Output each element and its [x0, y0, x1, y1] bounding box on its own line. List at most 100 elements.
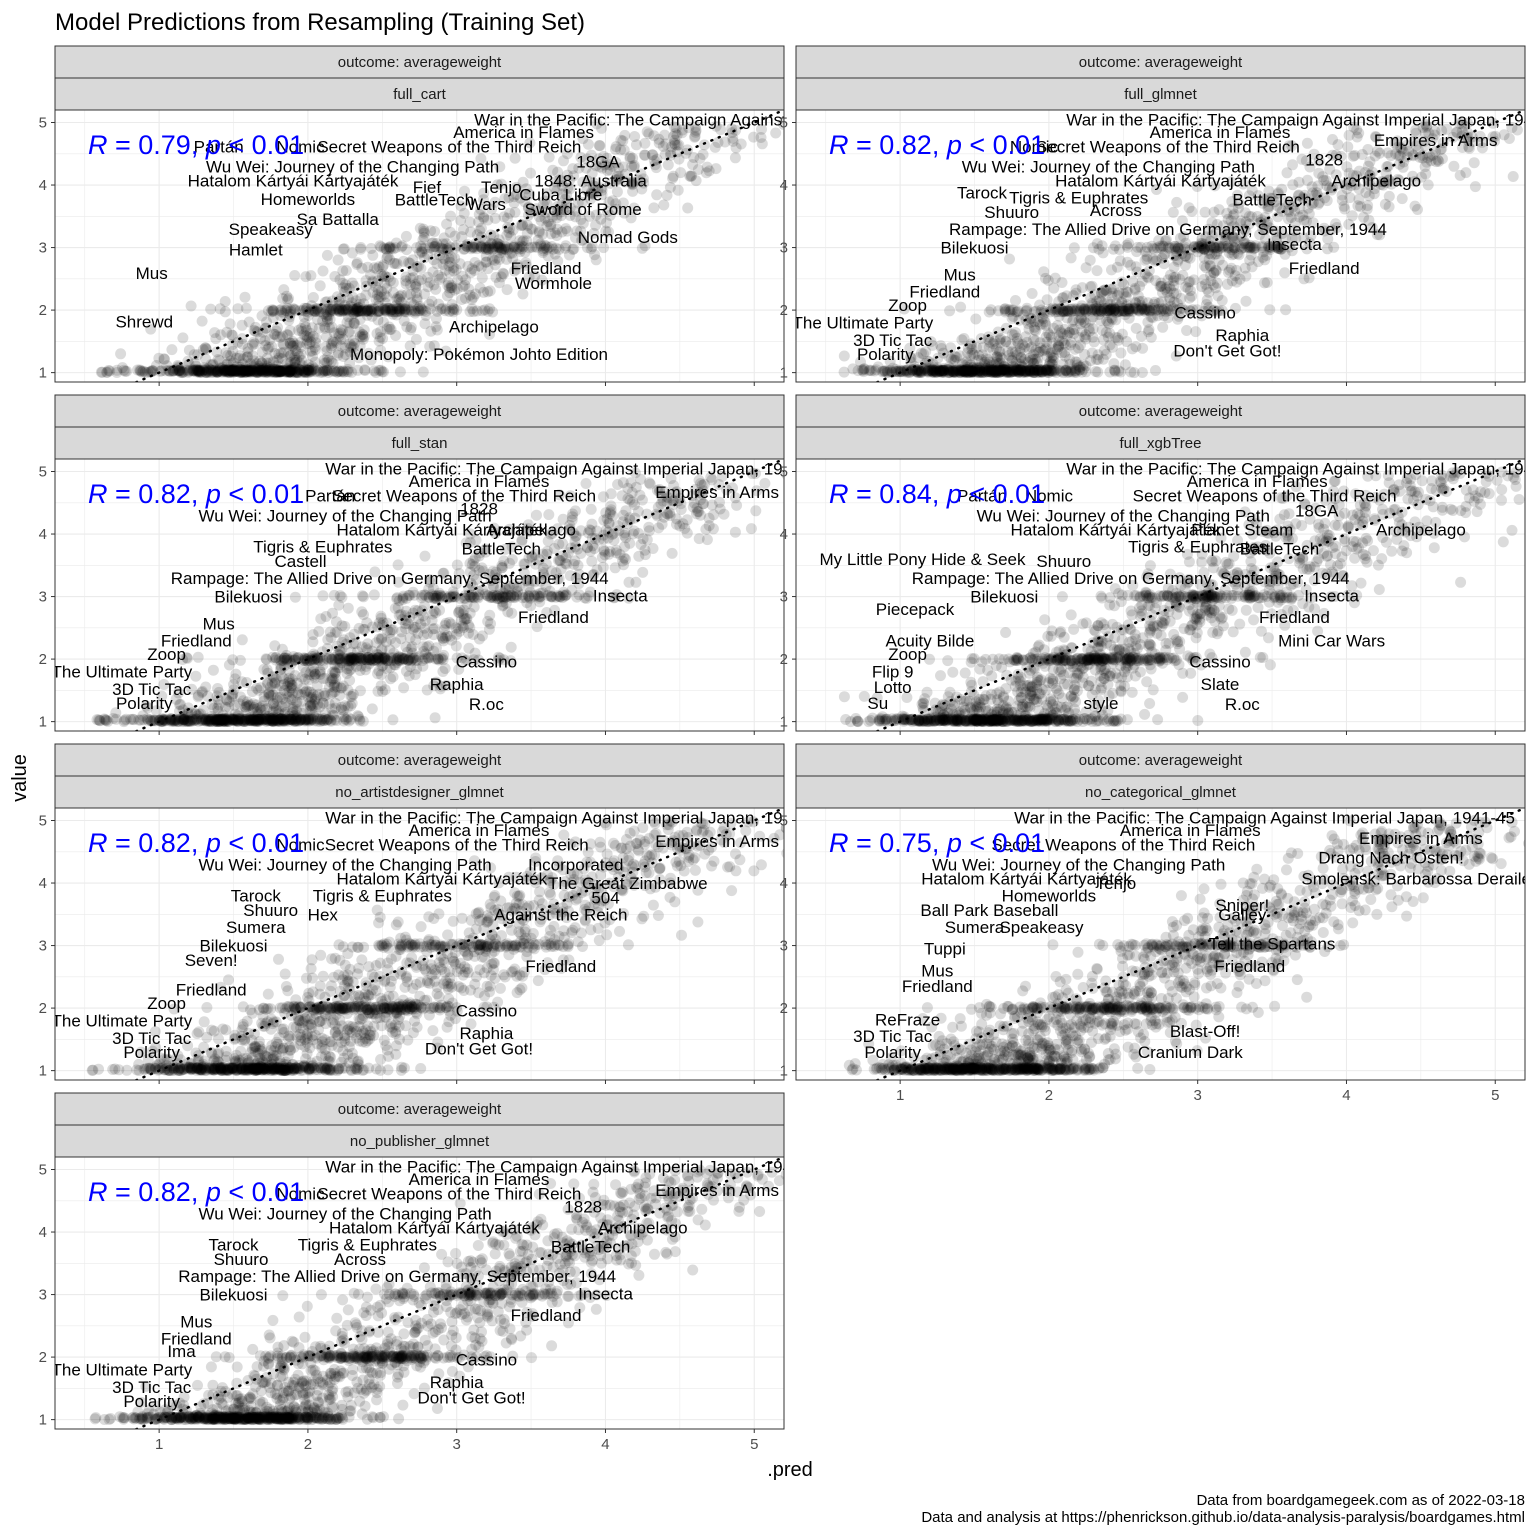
scatter-point	[455, 200, 467, 212]
scatter-point	[943, 367, 955, 378]
scatter-point	[593, 153, 605, 165]
scatter-point	[372, 314, 384, 326]
scatter-point	[548, 543, 560, 554]
scatter-point	[625, 212, 637, 224]
scatter-point	[909, 365, 921, 377]
scatter-point	[345, 342, 357, 353]
scatter-point	[1170, 350, 1182, 362]
scatter-point	[384, 662, 396, 674]
scatter-point	[999, 303, 1011, 315]
scatter-point	[348, 318, 360, 329]
scatter-point	[480, 546, 492, 558]
scatter-point	[356, 641, 368, 653]
scatter-point	[377, 316, 389, 328]
scatter-point	[519, 196, 531, 208]
scatter-point	[1397, 161, 1409, 173]
scatter-point	[284, 364, 296, 376]
scatter-point	[1271, 235, 1282, 247]
scatter-point	[1082, 303, 1094, 315]
scatter-point	[405, 324, 417, 336]
scatter-point	[191, 364, 203, 376]
scatter-point	[182, 716, 194, 727]
scatter-point	[1136, 295, 1148, 307]
scatter-point	[635, 473, 647, 485]
scatter-point	[995, 333, 1006, 345]
scatter-point	[333, 328, 345, 340]
scatter-point	[962, 358, 974, 369]
scatter-point	[228, 365, 240, 377]
scatter-point	[248, 714, 260, 726]
scatter-point	[321, 311, 332, 323]
scatter-point	[927, 366, 939, 378]
y-tick-label: 1	[39, 365, 47, 382]
scatter-point	[303, 674, 314, 686]
scatter-point	[492, 240, 504, 252]
scatter-point	[1048, 322, 1060, 334]
scatter-point	[373, 300, 384, 312]
scatter-point	[1074, 306, 1086, 318]
scatter-point	[710, 120, 722, 132]
scatter-point	[687, 159, 699, 171]
scatter-point	[949, 351, 961, 362]
corr-value: = 0.79,	[108, 130, 206, 160]
scatter-point	[895, 365, 907, 377]
scatter-point	[267, 305, 279, 317]
scatter-point	[416, 605, 428, 617]
scatter-point	[482, 214, 494, 226]
scatter-point	[1203, 253, 1215, 265]
scatter-point	[1254, 217, 1266, 229]
scatter-point	[1143, 304, 1155, 316]
game-label: Tarock	[957, 184, 1008, 203]
scatter-point	[1041, 363, 1053, 375]
scatter-point	[1014, 365, 1026, 377]
scatter-point	[934, 365, 946, 377]
scatter-point	[564, 570, 576, 582]
scatter-point	[551, 204, 563, 216]
scatter-point	[1139, 246, 1151, 257]
scatter-point	[727, 482, 738, 494]
scatter-point	[974, 367, 986, 378]
scatter-point	[375, 680, 387, 692]
scatter-point	[1204, 240, 1216, 252]
scatter-point	[257, 714, 269, 726]
scatter-point	[572, 197, 584, 209]
scatter-point	[391, 653, 403, 665]
scatter-point	[596, 122, 608, 134]
scatter-point	[447, 586, 459, 598]
scatter-point	[1251, 211, 1263, 222]
scatter-point	[484, 303, 496, 315]
scatter-point	[638, 177, 650, 189]
scatter-point	[877, 365, 889, 377]
scatter-point	[1089, 303, 1101, 315]
scatter-point	[973, 349, 984, 361]
scatter-point	[1059, 346, 1071, 358]
scatter-point	[221, 713, 233, 725]
scatter-point	[614, 549, 626, 560]
scatter-point	[362, 651, 374, 663]
scatter-point	[1001, 366, 1013, 378]
scatter-point	[1437, 137, 1449, 149]
scatter-point	[967, 362, 979, 374]
scatter-point	[301, 338, 313, 350]
scatter-point	[328, 666, 340, 678]
scatter-point	[581, 592, 592, 604]
scatter-point	[290, 715, 302, 727]
scatter-point	[352, 305, 364, 317]
scatter-point	[244, 366, 256, 378]
scatter-point	[1002, 364, 1014, 376]
scatter-point	[158, 353, 170, 365]
scatter-point	[1039, 316, 1051, 328]
scatter-point	[317, 697, 329, 709]
scatter-point	[712, 137, 724, 148]
scatter-point	[390, 306, 402, 318]
scatter-point	[344, 654, 356, 666]
scatter-point	[418, 231, 430, 243]
scatter-point	[1362, 144, 1374, 155]
scatter-point	[721, 484, 733, 496]
scatter-point	[245, 358, 257, 370]
scatter-point	[971, 362, 983, 374]
scatter-point	[583, 590, 595, 602]
scatter-point	[521, 235, 533, 247]
scatter-point	[236, 676, 248, 688]
scatter-point	[269, 677, 281, 688]
